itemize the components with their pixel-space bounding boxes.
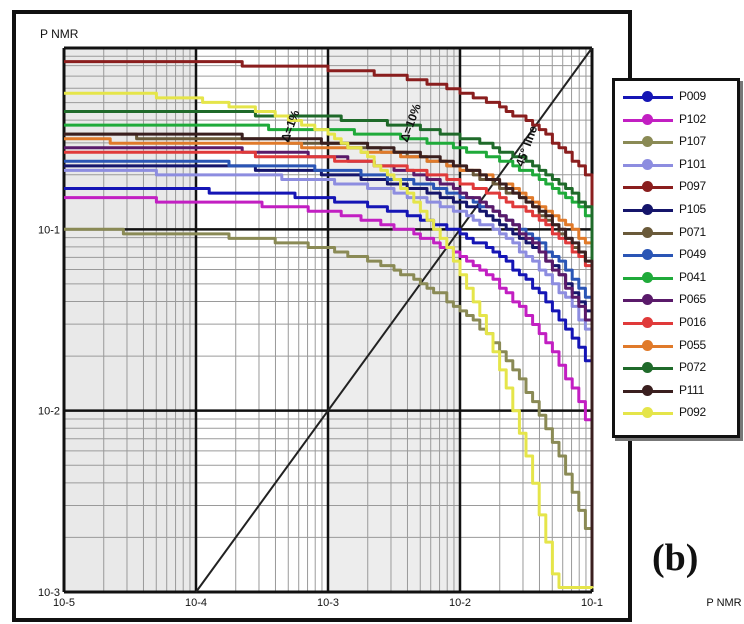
series-line-p072 bbox=[64, 110, 594, 589]
legend-label: P041 bbox=[679, 269, 706, 284]
series-line-p009 bbox=[64, 187, 594, 589]
x-tick-label: 10-2 bbox=[449, 597, 471, 609]
y-tick-label: 10-3 bbox=[38, 587, 60, 599]
legend-item: P065 bbox=[623, 290, 738, 310]
legend-label: P107 bbox=[679, 134, 706, 149]
series-line-p102 bbox=[64, 196, 594, 589]
legend-label: P065 bbox=[679, 292, 706, 307]
annotation: 45° line bbox=[513, 124, 541, 169]
series-line-p041 bbox=[64, 123, 594, 589]
x-tick-label: 10-1 bbox=[581, 597, 603, 609]
diagonal-line bbox=[195, 47, 593, 593]
legend-marker bbox=[642, 136, 653, 148]
legend-label: P102 bbox=[679, 111, 706, 126]
x-tick-label: P NMR bbox=[706, 597, 741, 609]
legend-item: P041 bbox=[623, 268, 738, 288]
y-tick-label: 10-2 bbox=[38, 406, 60, 418]
legend-marker bbox=[642, 181, 653, 193]
legend-item: P049 bbox=[623, 245, 738, 265]
y-axis-label: P NMR bbox=[40, 27, 79, 41]
series-line-p101 bbox=[64, 168, 594, 589]
shaded-region bbox=[64, 48, 196, 592]
legend-marker bbox=[642, 407, 653, 419]
legend-item: P101 bbox=[623, 155, 738, 175]
legend-label: P071 bbox=[679, 224, 706, 239]
legend-marker bbox=[642, 91, 653, 102]
legend-item: P102 bbox=[623, 110, 738, 130]
series-line-p055 bbox=[64, 137, 594, 589]
legend-item: P055 bbox=[623, 336, 738, 356]
legend-marker bbox=[642, 204, 653, 215]
legend-item: P105 bbox=[623, 200, 738, 220]
legend-label: P016 bbox=[679, 315, 706, 329]
legend-item: P097 bbox=[623, 177, 738, 197]
panel-label: (b) bbox=[652, 537, 699, 579]
x-tick-label: 10-3 bbox=[317, 597, 339, 609]
legend-label: P092 bbox=[679, 405, 706, 420]
series-line-p105 bbox=[64, 164, 594, 589]
legend-label: P097 bbox=[679, 179, 706, 194]
series-line-p107 bbox=[64, 227, 594, 589]
legend-item: P107 bbox=[623, 132, 738, 152]
legend-item: P092 bbox=[623, 403, 738, 423]
legend-marker bbox=[642, 384, 653, 396]
legend-label: P055 bbox=[679, 337, 706, 352]
x-tick-label: 10-4 bbox=[185, 597, 207, 609]
series-line-p016 bbox=[64, 150, 594, 589]
legend-marker bbox=[642, 362, 653, 374]
legend-marker bbox=[642, 249, 653, 261]
y-tick-label: 10-1 bbox=[38, 224, 60, 236]
legend-marker bbox=[642, 294, 653, 306]
legend-marker bbox=[642, 271, 653, 283]
legend-marker bbox=[642, 339, 653, 351]
legend-item: P071 bbox=[623, 223, 738, 243]
legend-marker bbox=[642, 113, 653, 125]
series-line-p049 bbox=[64, 159, 594, 589]
series-line-p092 bbox=[64, 91, 594, 589]
legend-item: P072 bbox=[623, 358, 738, 378]
legend-label: P049 bbox=[679, 247, 706, 262]
x-tick-label: 10-5 bbox=[53, 597, 75, 609]
series-line-p065 bbox=[64, 146, 594, 589]
legend-label: P105 bbox=[679, 202, 706, 216]
legend-label: P072 bbox=[679, 360, 706, 375]
legend-label: P101 bbox=[679, 156, 706, 171]
legend-item: P009 bbox=[623, 87, 738, 107]
legend-marker bbox=[642, 317, 653, 328]
legend-label: P009 bbox=[679, 89, 706, 103]
legend: P009 P102 P107 P101 P097 P105 P071 P049 P041 P065… bbox=[612, 78, 740, 438]
legend-label: P111 bbox=[679, 382, 705, 397]
legend-item: P111 bbox=[623, 381, 738, 401]
legend-marker bbox=[642, 158, 653, 170]
series-line-p097 bbox=[64, 60, 594, 589]
series-line-p111 bbox=[64, 132, 594, 589]
legend-item: P016 bbox=[623, 313, 738, 333]
legend-marker bbox=[642, 226, 653, 238]
